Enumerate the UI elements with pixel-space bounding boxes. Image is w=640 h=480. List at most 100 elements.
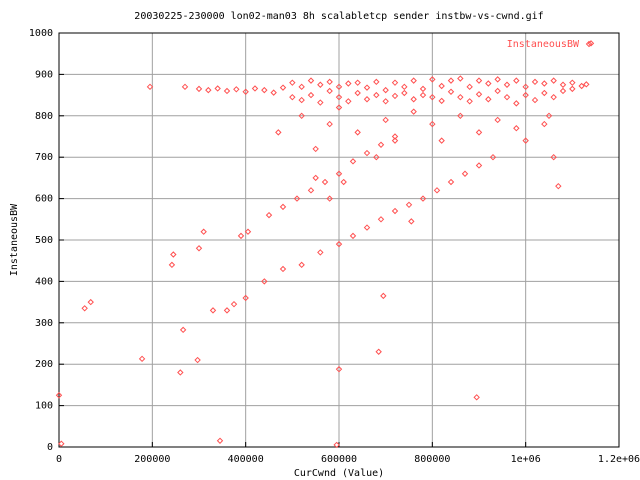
point bbox=[494, 116, 501, 124]
point bbox=[81, 305, 88, 312]
legend-marker bbox=[585, 40, 593, 48]
point bbox=[354, 89, 361, 97]
point bbox=[317, 249, 324, 256]
point bbox=[230, 300, 238, 308]
y-tick-label: 600 bbox=[35, 194, 53, 205]
point bbox=[223, 307, 231, 314]
y-axis-label: InstaneousBW bbox=[9, 203, 20, 276]
point bbox=[559, 87, 567, 95]
y-tick-label: 1000 bbox=[29, 28, 53, 39]
point bbox=[270, 89, 277, 96]
point bbox=[298, 112, 305, 120]
point bbox=[466, 98, 473, 105]
point bbox=[58, 440, 65, 447]
point bbox=[146, 83, 154, 91]
point bbox=[475, 162, 483, 169]
point bbox=[335, 93, 343, 101]
point bbox=[447, 178, 455, 186]
x-tick-label: 0 bbox=[56, 454, 62, 465]
point bbox=[391, 207, 399, 215]
point bbox=[475, 77, 483, 84]
point bbox=[349, 158, 357, 165]
point bbox=[223, 87, 231, 95]
point bbox=[419, 85, 427, 93]
point bbox=[429, 120, 436, 128]
point bbox=[335, 170, 343, 177]
point bbox=[335, 104, 343, 111]
point bbox=[569, 85, 576, 93]
y-tick-label: 400 bbox=[35, 276, 53, 287]
point bbox=[242, 88, 249, 95]
point bbox=[333, 441, 340, 449]
point bbox=[410, 108, 417, 115]
point bbox=[545, 112, 553, 120]
point bbox=[503, 81, 511, 88]
point bbox=[494, 87, 501, 95]
point bbox=[168, 261, 176, 269]
point bbox=[447, 88, 455, 95]
point bbox=[200, 228, 207, 235]
point bbox=[345, 98, 352, 105]
y-tick-label: 100 bbox=[35, 401, 53, 412]
point bbox=[503, 93, 511, 101]
point bbox=[335, 83, 343, 91]
point bbox=[279, 84, 287, 91]
point bbox=[375, 348, 382, 355]
point bbox=[391, 92, 399, 100]
point bbox=[410, 77, 417, 84]
point bbox=[298, 96, 305, 104]
point bbox=[251, 85, 259, 92]
point bbox=[237, 232, 245, 240]
point bbox=[410, 96, 417, 103]
x-tick-label: 400000 bbox=[228, 454, 264, 465]
point bbox=[408, 218, 415, 225]
point bbox=[438, 97, 445, 105]
point bbox=[475, 129, 483, 136]
x-tick-label: 200000 bbox=[134, 454, 170, 465]
point bbox=[377, 141, 385, 148]
point bbox=[513, 100, 520, 107]
point bbox=[541, 89, 548, 97]
point bbox=[513, 77, 520, 84]
y-tick-label: 700 bbox=[35, 152, 53, 163]
plot-frame bbox=[58, 32, 620, 448]
point bbox=[279, 265, 287, 273]
point bbox=[312, 174, 319, 182]
point bbox=[244, 228, 252, 235]
point bbox=[391, 79, 399, 86]
point bbox=[550, 93, 557, 101]
point bbox=[298, 261, 305, 269]
point bbox=[433, 187, 441, 194]
point bbox=[382, 116, 389, 124]
point bbox=[289, 79, 296, 86]
point bbox=[214, 85, 221, 92]
y-tick-label: 900 bbox=[35, 69, 53, 80]
x-tick-label: 1e+06 bbox=[511, 454, 541, 465]
point bbox=[522, 83, 529, 91]
point bbox=[438, 82, 445, 90]
point bbox=[377, 216, 385, 223]
point bbox=[429, 76, 436, 83]
point bbox=[489, 153, 497, 161]
point bbox=[382, 98, 389, 105]
point bbox=[317, 81, 324, 88]
point bbox=[522, 91, 529, 99]
point bbox=[485, 96, 492, 103]
point bbox=[438, 137, 445, 144]
point bbox=[363, 149, 371, 157]
point bbox=[373, 153, 380, 161]
point bbox=[461, 170, 469, 177]
point bbox=[522, 137, 529, 144]
point bbox=[569, 79, 576, 86]
point bbox=[466, 83, 473, 91]
point bbox=[194, 356, 201, 364]
point bbox=[261, 86, 268, 94]
point bbox=[457, 75, 464, 82]
point bbox=[559, 81, 567, 88]
point bbox=[289, 93, 296, 101]
point bbox=[177, 369, 184, 376]
point bbox=[179, 326, 187, 334]
point bbox=[233, 86, 240, 93]
point bbox=[307, 77, 315, 84]
point bbox=[279, 203, 287, 211]
